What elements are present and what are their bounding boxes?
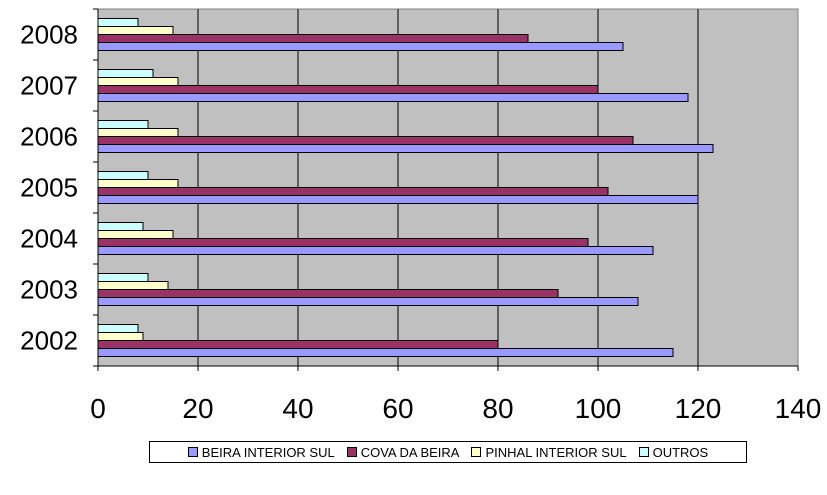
bar-outros-2006 xyxy=(98,121,148,129)
bar-cova-da-beira-2003 xyxy=(98,290,558,298)
bar-cova-da-beira-2006 xyxy=(98,137,633,145)
legend-label: PINHAL INTERIOR SUL xyxy=(485,445,626,460)
x-tick-label-60: 60 xyxy=(382,393,413,424)
bar-beira-interior-sul-2005 xyxy=(98,196,698,204)
x-axis-labels: 0 20 40 60 80 100 120 140 xyxy=(90,393,821,424)
plot-area xyxy=(93,9,798,371)
bar-outros-2004 xyxy=(98,223,143,231)
bar-beira-interior-sul-2006 xyxy=(98,145,713,153)
bar-cova-da-beira-2002 xyxy=(98,341,498,349)
y-tick-label-2004: 2004 xyxy=(20,224,78,254)
bar-outros-2003 xyxy=(98,274,148,282)
bar-beira-interior-sul-2008 xyxy=(98,43,623,51)
x-tick-label-80: 80 xyxy=(482,393,513,424)
bar-pinhal-interior-sul-2003 xyxy=(98,282,168,290)
bar-cova-da-beira-2005 xyxy=(98,188,608,196)
bar-beira-interior-sul-2003 xyxy=(98,298,638,306)
legend: BEIRA INTERIOR SUL COVA DA BEIRA PINHAL IN… xyxy=(149,441,747,463)
bar-outros-2008 xyxy=(98,19,138,27)
bar-beira-interior-sul-2002 xyxy=(98,349,673,357)
y-tick-label-2002: 2002 xyxy=(20,326,78,356)
bar-cova-da-beira-2007 xyxy=(98,86,598,94)
legend-item-cova-da-beira: COVA DA BEIRA xyxy=(347,445,460,460)
bar-pinhal-interior-sul-2005 xyxy=(98,180,178,188)
y-tick-label-2003: 2003 xyxy=(20,275,78,305)
y-tick-label-2005: 2005 xyxy=(20,173,78,203)
bar-outros-2005 xyxy=(98,172,148,180)
legend-item-beira-interior-sul: BEIRA INTERIOR SUL xyxy=(188,445,335,460)
legend-item-outros: OUTROS xyxy=(639,445,709,460)
legend-swatch xyxy=(639,447,649,457)
x-tick-label-40: 40 xyxy=(282,393,313,424)
x-tick-label-120: 120 xyxy=(675,393,722,424)
y-tick-label-2007: 2007 xyxy=(20,71,78,101)
x-tick-label-0: 0 xyxy=(90,393,106,424)
bar-pinhal-interior-sul-2002 xyxy=(98,333,143,341)
x-tick-label-140: 140 xyxy=(775,393,822,424)
legend-item-pinhal-interior-sul: PINHAL INTERIOR SUL xyxy=(471,445,626,460)
bar-beira-interior-sul-2004 xyxy=(98,247,653,255)
legend-swatch xyxy=(188,447,198,457)
legend-label: OUTROS xyxy=(653,445,709,460)
bar-pinhal-interior-sul-2008 xyxy=(98,27,173,35)
bar-beira-interior-sul-2007 xyxy=(98,94,688,102)
legend-label: COVA DA BEIRA xyxy=(361,445,460,460)
y-tick-label-2006: 2006 xyxy=(20,122,78,152)
bar-pinhal-interior-sul-2006 xyxy=(98,129,178,137)
legend-swatch xyxy=(347,447,357,457)
legend-label: BEIRA INTERIOR SUL xyxy=(202,445,335,460)
legend-swatch xyxy=(471,447,481,457)
x-tick-label-20: 20 xyxy=(182,393,213,424)
y-tick-label-2008: 2008 xyxy=(20,20,78,50)
bar-outros-2002 xyxy=(98,325,138,333)
x-tick-label-100: 100 xyxy=(575,393,622,424)
y-axis-labels: 2002 2003 2004 2005 2006 2007 2008 xyxy=(20,20,78,356)
bar-outros-2007 xyxy=(98,70,153,78)
bar-cova-da-beira-2004 xyxy=(98,239,588,247)
bar-pinhal-interior-sul-2007 xyxy=(98,78,178,86)
bar-pinhal-interior-sul-2004 xyxy=(98,231,173,239)
bar-cova-da-beira-2008 xyxy=(98,35,528,43)
